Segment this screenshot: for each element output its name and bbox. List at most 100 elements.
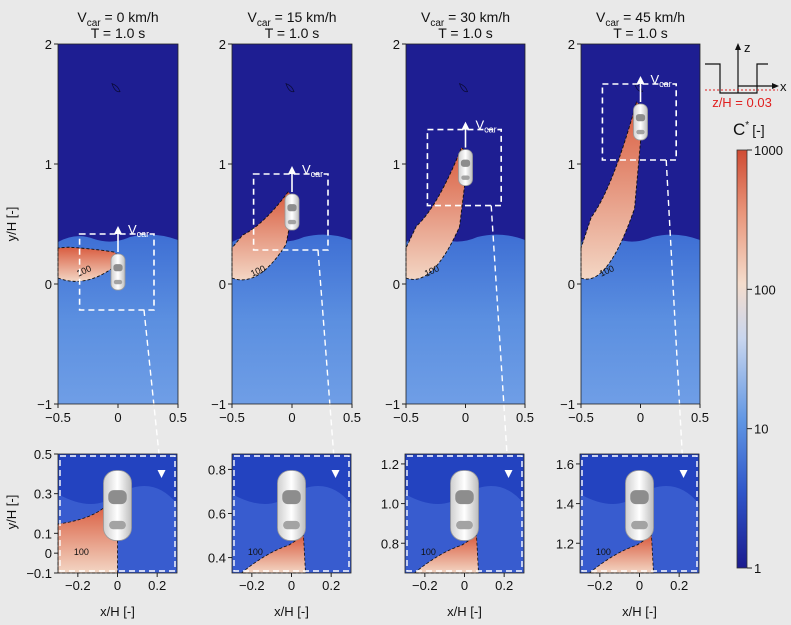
zoom-x-tick-label: −0.2 bbox=[412, 578, 438, 593]
zoom-box-border bbox=[233, 455, 350, 572]
zoom-box bbox=[426, 128, 503, 207]
y-tick-label: 2 bbox=[219, 37, 226, 52]
zoom-car-windshield bbox=[282, 490, 301, 505]
velocity-arrowhead-icon bbox=[288, 166, 296, 174]
car bbox=[110, 253, 126, 291]
y-tick-label: 1 bbox=[45, 157, 52, 172]
panel-title-speed: Vcar = 15 km/h bbox=[247, 9, 336, 29]
x-tick-label: −0.5 bbox=[568, 410, 594, 425]
zoom-xlabel: x/H [-] bbox=[274, 604, 309, 619]
zoom-contour-label: 100 bbox=[421, 547, 436, 557]
panel-title-time: T = 1.0 s bbox=[613, 25, 668, 41]
colorbar-gradient bbox=[736, 149, 748, 569]
zoom-y-tick-label: 0.5 bbox=[34, 447, 52, 462]
panel-title-speed: Vcar = 0 km/h bbox=[77, 9, 158, 29]
velocity-arrowhead-icon bbox=[636, 76, 645, 84]
zoom-car bbox=[625, 470, 654, 541]
inset-x-arrow-icon bbox=[772, 83, 779, 89]
zoom-contour-label: 100 bbox=[596, 547, 611, 557]
x-tick-label: −0.5 bbox=[393, 410, 419, 425]
x-tick-label: −0.5 bbox=[219, 410, 245, 425]
zoom-y-tick-label: 1.2 bbox=[381, 457, 399, 472]
top-ylabel: y/H [-] bbox=[4, 207, 19, 242]
y-tick-label: 1 bbox=[393, 157, 400, 172]
panel-title-time: T = 1.0 s bbox=[438, 25, 493, 41]
zoom-car-rear-window bbox=[456, 520, 473, 530]
zoom-panel-4: 100 −0.2 0 0.2 x/H [-] 1.6 1.4 1.2 bbox=[556, 453, 700, 619]
zoom-x-tick-label: 0.2 bbox=[322, 578, 340, 593]
zoom-y-tick-label: 0.8 bbox=[381, 536, 399, 551]
zoom-plume bbox=[240, 534, 306, 574]
panel-title-time: T = 1.0 s bbox=[91, 25, 146, 41]
y-tick-label: −1 bbox=[385, 397, 400, 412]
inset-x-label: x bbox=[780, 79, 787, 94]
car-windshield bbox=[113, 264, 123, 272]
zoom-x-tick-label: 0.2 bbox=[670, 578, 688, 593]
car-rear-window bbox=[113, 279, 123, 285]
x-tick-label: 0 bbox=[288, 410, 295, 425]
zoom-x-tick-label: 0.2 bbox=[148, 578, 166, 593]
car-windshield bbox=[460, 159, 471, 167]
zoom-x-tick-label: −0.2 bbox=[239, 578, 265, 593]
inset-plane-label: z/H = 0.03 bbox=[712, 95, 772, 110]
zoom-y-tick-label: 1.4 bbox=[556, 497, 574, 512]
car bbox=[633, 103, 648, 141]
zoom-y-tick-label: 1.2 bbox=[556, 536, 574, 551]
zoom-car-windshield bbox=[455, 490, 474, 505]
zoom-y-tick-label: 0.4 bbox=[208, 551, 226, 566]
bottom-ylabel: y/H [-] bbox=[4, 495, 19, 530]
x-tick-label: 0 bbox=[462, 410, 469, 425]
zoom-connector-arrowhead-icon bbox=[157, 470, 166, 478]
car-rear-window bbox=[287, 219, 297, 225]
zoom-panel-1: 100 −0.2 0 0.2 x/H [-] 0.5 0.3 0.1 0 −0.1 bbox=[26, 447, 178, 619]
zoom-xlabel: x/H [-] bbox=[447, 604, 482, 619]
zoom-y-tick-label: 0.3 bbox=[34, 487, 52, 502]
x-tick-label: −0.5 bbox=[45, 410, 71, 425]
y-tick-label: 0 bbox=[393, 277, 400, 292]
zoom-box bbox=[601, 83, 677, 161]
y-tick-label: 1 bbox=[219, 157, 226, 172]
velocity-arrowhead-icon bbox=[114, 226, 122, 234]
x-tick-label: 0.5 bbox=[169, 410, 187, 425]
zoom-plume bbox=[588, 534, 654, 574]
zoom-car-rear-window bbox=[109, 520, 126, 530]
zoom-box-border bbox=[581, 455, 698, 572]
y-tick-label: −1 bbox=[37, 397, 52, 412]
zoom-x-tick-label: −0.2 bbox=[587, 578, 613, 593]
y-tick-label: 2 bbox=[568, 37, 575, 52]
colorbar-title: C* [-] bbox=[733, 120, 765, 139]
zoom-car-rear-window bbox=[283, 520, 300, 530]
car-rear-window bbox=[461, 175, 470, 180]
zoom-car-rear-window bbox=[631, 520, 648, 530]
car-rear-window bbox=[636, 129, 645, 135]
y-tick-label: 0 bbox=[219, 277, 226, 292]
car-windshield bbox=[287, 204, 297, 212]
y-tick-label: 2 bbox=[45, 37, 52, 52]
car bbox=[458, 149, 473, 187]
zoom-panel-2: 100 −0.2 0 0.2 x/H [-] 0.8 0.6 0.4 bbox=[208, 453, 352, 619]
colorbar-tick-label: 100 bbox=[754, 282, 776, 297]
colorbar-tick-label: 10 bbox=[754, 422, 768, 437]
contour-island bbox=[458, 82, 469, 93]
inset-ground-line bbox=[705, 63, 768, 94]
zoom-car bbox=[103, 470, 132, 541]
x-tick-label: 0.5 bbox=[691, 410, 709, 425]
zoom-x-tick-label: 0 bbox=[636, 578, 643, 593]
zoom-xlabel: x/H [-] bbox=[622, 604, 657, 619]
zoom-box-border bbox=[59, 455, 176, 572]
car bbox=[284, 193, 300, 231]
plume-region bbox=[405, 146, 469, 280]
zoom-connector bbox=[665, 159, 685, 479]
colorbar-ticks: 1000 100 10 1 bbox=[747, 143, 783, 576]
x-tick-label: 0.5 bbox=[343, 410, 361, 425]
y-tick-label: 2 bbox=[393, 37, 400, 52]
x-tick-label: 0 bbox=[114, 410, 121, 425]
panel-title-speed: Vcar = 45 km/h bbox=[596, 9, 685, 29]
y-tick-label: −1 bbox=[560, 397, 575, 412]
zoom-car-windshield bbox=[630, 490, 649, 505]
zoom-y-tick-label: 0.1 bbox=[34, 526, 52, 541]
